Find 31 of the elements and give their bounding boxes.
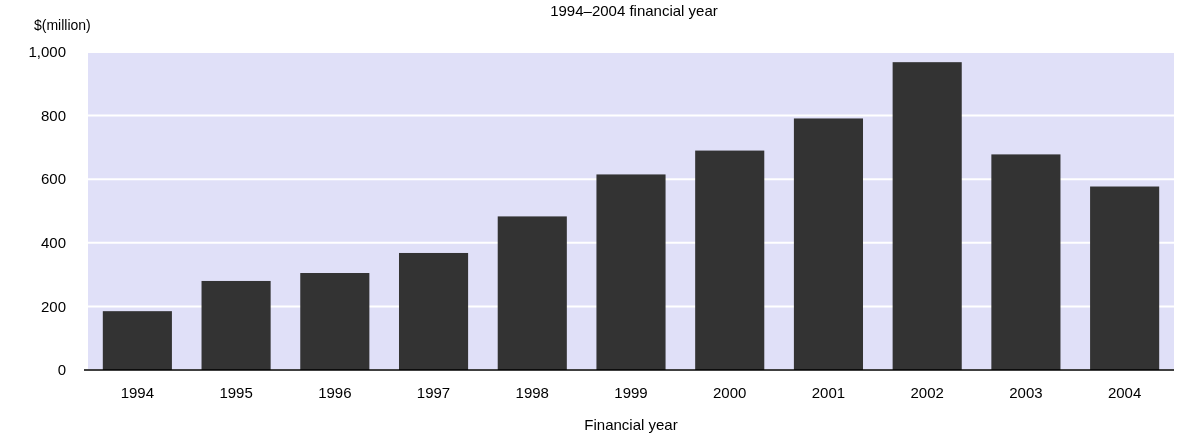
- bar: [892, 62, 962, 370]
- x-tick-label: 2004: [1107, 384, 1142, 401]
- bar: [793, 118, 864, 370]
- y-tick-label: 1,000: [28, 43, 66, 61]
- bar: [201, 280, 271, 370]
- bar: [1090, 186, 1160, 370]
- bar: [596, 174, 666, 370]
- x-tick-label: 2002: [910, 384, 944, 401]
- y-tick-label: 800: [40, 106, 66, 124]
- y-tick-label: 400: [40, 234, 66, 252]
- y-tick-label: 600: [40, 170, 66, 188]
- x-tick-label: 2001: [811, 384, 846, 401]
- x-tick-label: 2000: [713, 384, 747, 401]
- y-tick-label: 200: [40, 297, 66, 315]
- y-tick-label: 0: [57, 361, 66, 379]
- x-tick-label: 1999: [614, 384, 648, 401]
- bar: [497, 216, 567, 370]
- bar: [398, 252, 469, 370]
- chart-title: 1994–2004 financial year: [550, 2, 718, 19]
- x-tick-label: 2003: [1009, 384, 1043, 401]
- x-tick-label: 1998: [515, 384, 549, 401]
- bar: [991, 154, 1061, 370]
- bar: [102, 311, 172, 370]
- x-axis-title: Financial year: [584, 416, 678, 433]
- x-tick-label: 1996: [318, 384, 352, 401]
- bar: [695, 150, 765, 370]
- y-axis-title: $(million): [34, 17, 91, 33]
- bar: [300, 273, 370, 370]
- x-tick-label: 1997: [416, 384, 451, 401]
- x-tick-label: 1995: [219, 384, 253, 401]
- x-tick-label: 1994: [120, 384, 155, 401]
